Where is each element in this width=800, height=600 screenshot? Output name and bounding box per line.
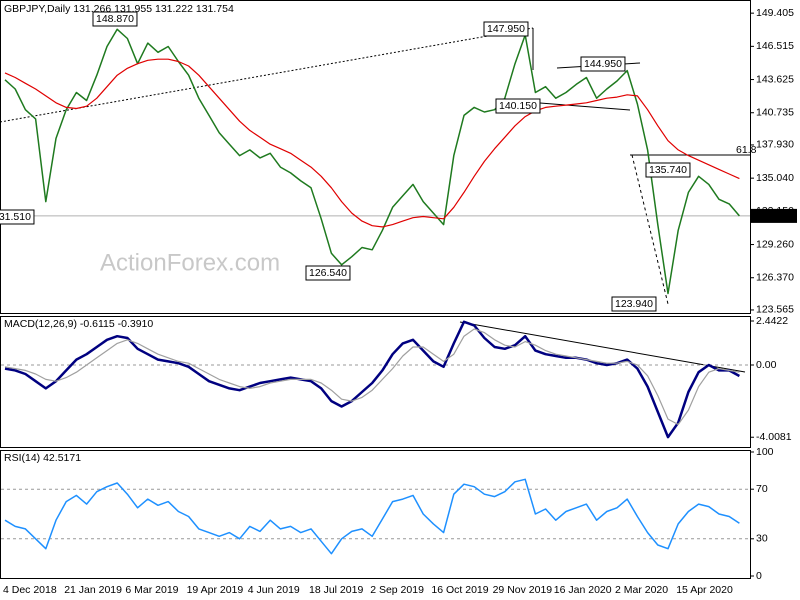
y-tick-label: 149.405 — [756, 7, 794, 19]
y-tick-label: 123.565 — [756, 304, 794, 316]
price-panel — [0, 0, 751, 314]
macd-trend-line — [459, 321, 746, 373]
fib-line — [631, 154, 669, 305]
y-tick-label: 30 — [756, 533, 768, 545]
x-tick-label: 2 Sep 2019 — [370, 584, 424, 596]
y-tick-label: 129.260 — [756, 238, 794, 250]
y-tick-label: 140.735 — [756, 107, 794, 119]
macd-panel — [0, 316, 751, 448]
annotation-label: 123.940 — [615, 298, 653, 310]
y-tick-label: 143.625 — [756, 73, 794, 85]
series-line — [4, 478, 740, 555]
annotation-label: 140.150 — [499, 100, 537, 112]
rsi-panel — [0, 450, 751, 579]
last-price-box — [751, 208, 797, 223]
y-tick-label: -4.0081 — [756, 431, 792, 443]
x-tick-label: 6 Mar 2019 — [125, 584, 178, 596]
y-tick-label: 2.4422 — [756, 315, 788, 327]
price-title: GBPJPY,Daily 131.266 131.955 131.222 131… — [4, 3, 234, 15]
series-line — [4, 28, 740, 295]
macd-title: MACD(12,26,9) -0.6115 -0.3910 — [4, 318, 153, 330]
x-tick-label: 29 Nov 2019 — [493, 584, 553, 596]
annotation-label: 148.870 — [96, 13, 134, 25]
annotation-box — [611, 296, 657, 312]
x-tick-label: 15 Apr 2020 — [676, 584, 733, 596]
annotation-box — [495, 98, 541, 114]
y-tick-label: 0.00 — [756, 359, 777, 371]
x-tick-label: 2 Mar 2020 — [615, 584, 668, 596]
annotation-box — [580, 56, 626, 72]
series-line — [4, 328, 740, 426]
y-tick-label: 146.515 — [756, 40, 794, 52]
y-tick-label: 135.040 — [756, 172, 794, 184]
x-tick-label: 4 Jun 2019 — [248, 584, 300, 596]
y-tick-label: 137.930 — [756, 139, 794, 151]
x-tick-label: 16 Oct 2019 — [431, 584, 488, 596]
channel-line — [539, 102, 631, 111]
series-line — [4, 58, 740, 228]
watermark: ActionForex.com — [100, 249, 280, 276]
x-tick-label: 21 Jan 2019 — [64, 584, 122, 596]
y-tick-label: 0 — [756, 570, 762, 582]
annotation-label: 135.740 — [649, 164, 687, 176]
annotation-label: 61.8 — [736, 144, 757, 156]
annotation-box — [0, 209, 35, 225]
y-tick-label: 126.370 — [756, 272, 794, 284]
annotation-label: 147.950 — [487, 23, 525, 35]
annotation-box — [305, 265, 351, 281]
annotation-box — [483, 21, 529, 37]
annotation-box — [92, 11, 138, 27]
rsi-title: RSI(14) 42.5171 — [4, 452, 81, 464]
x-tick-label: 19 Apr 2019 — [187, 584, 244, 596]
annotation-box — [645, 162, 691, 178]
y-tick-label: 70 — [756, 483, 768, 495]
x-tick-label: 4 Dec 2018 — [3, 584, 57, 596]
annotation-label: 144.950 — [584, 58, 622, 70]
y-tick-label: 100 — [756, 446, 774, 458]
x-tick-label: 18 Jul 2019 — [309, 584, 363, 596]
annotation-label: 126.540 — [309, 267, 347, 279]
x-tick-label: 16 Jan 2020 — [554, 584, 612, 596]
annotation-label: 131.510 — [0, 211, 31, 223]
last-price-label: 131.754 — [755, 210, 793, 222]
